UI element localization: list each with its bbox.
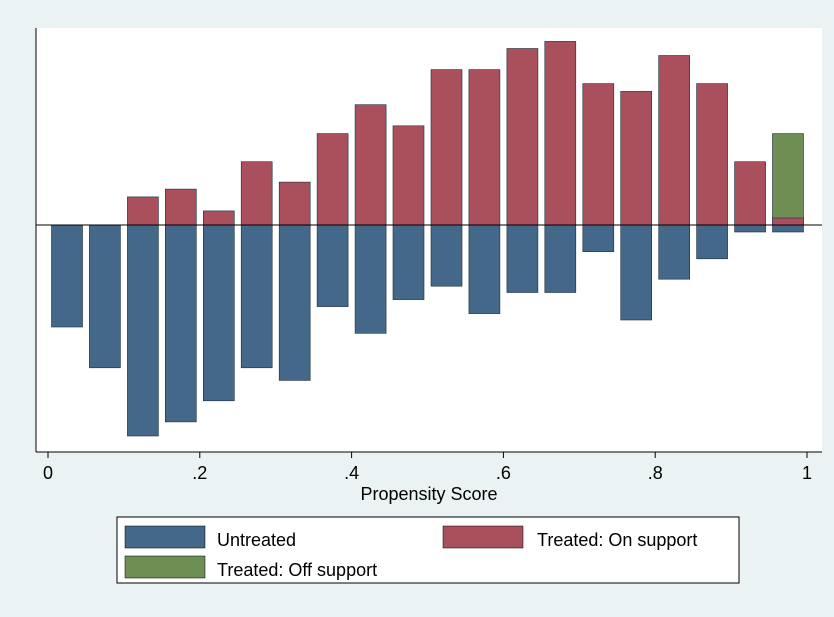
bar-treated-on-support-17 [696, 83, 728, 226]
bar-untreated-4 [203, 224, 235, 402]
bar-treated-on-support-8 [354, 104, 387, 226]
bar-untreated-17 [696, 224, 728, 260]
bar-untreated-10 [430, 224, 463, 287]
legend-label-off-support: Treated: Off support [217, 560, 377, 580]
bar-untreated-5 [240, 224, 273, 369]
bar-untreated-2 [127, 224, 159, 437]
bar-untreated-14 [582, 224, 615, 253]
bar-treated-off-support-19 [772, 133, 804, 226]
bar-treated-on-support-15 [620, 91, 653, 226]
x-tick-label-1: .2 [192, 463, 207, 483]
x-ticks-group: 0 .2 .4 .6 .8 1 [43, 452, 812, 483]
bar-treated-on-support-10 [430, 69, 463, 226]
legend-swatch-untreated [124, 525, 206, 549]
bars-group [51, 41, 804, 437]
x-tick-label-0: 0 [43, 463, 53, 483]
legend: Untreated Treated: On support Treated: O… [116, 516, 740, 584]
bar-treated-on-support-16 [658, 55, 691, 226]
bar-treated-on-support-13 [544, 41, 577, 226]
bar-treated-on-support-4 [203, 210, 235, 226]
legend-label-untreated: Untreated [217, 530, 296, 550]
bar-untreated-8 [354, 224, 387, 334]
bar-treated-on-support-3 [165, 188, 197, 226]
bar-treated-on-support-6 [278, 181, 311, 226]
bar-untreated-3 [165, 224, 197, 423]
legend-label-on-support: Treated: On support [537, 530, 697, 550]
bar-untreated-13 [544, 224, 577, 293]
x-tick-label-5: 1 [802, 463, 812, 483]
legend-swatch-off-support [124, 555, 206, 579]
x-tick-label-2: .4 [344, 463, 359, 483]
x-tick-label-4: .8 [648, 463, 663, 483]
legend-swatch-on-support [442, 525, 524, 549]
bar-treated-on-support-14 [582, 83, 615, 226]
legend-box [116, 516, 740, 584]
bar-untreated-12 [506, 224, 539, 293]
bar-untreated-0 [51, 224, 83, 328]
bar-treated-on-support-18 [734, 161, 766, 226]
bar-untreated-11 [468, 224, 501, 314]
x-axis-label: Propensity Score [360, 484, 497, 504]
x-tick-label-3: .6 [496, 463, 511, 483]
bar-untreated-9 [392, 224, 425, 300]
bar-treated-on-support-9 [392, 125, 425, 226]
bar-untreated-16 [658, 224, 691, 280]
bar-treated-on-support-19 [772, 217, 804, 226]
bar-untreated-18 [734, 224, 766, 233]
bar-untreated-19 [772, 224, 804, 233]
bar-untreated-1 [89, 224, 121, 369]
bar-untreated-15 [620, 224, 653, 321]
bar-treated-on-support-12 [506, 48, 539, 226]
bar-treated-on-support-5 [240, 161, 273, 226]
bar-treated-on-support-2 [127, 196, 159, 226]
bar-untreated-7 [316, 224, 349, 307]
bar-treated-on-support-11 [468, 69, 501, 226]
bar-treated-on-support-7 [316, 133, 349, 226]
bar-untreated-6 [278, 224, 311, 381]
